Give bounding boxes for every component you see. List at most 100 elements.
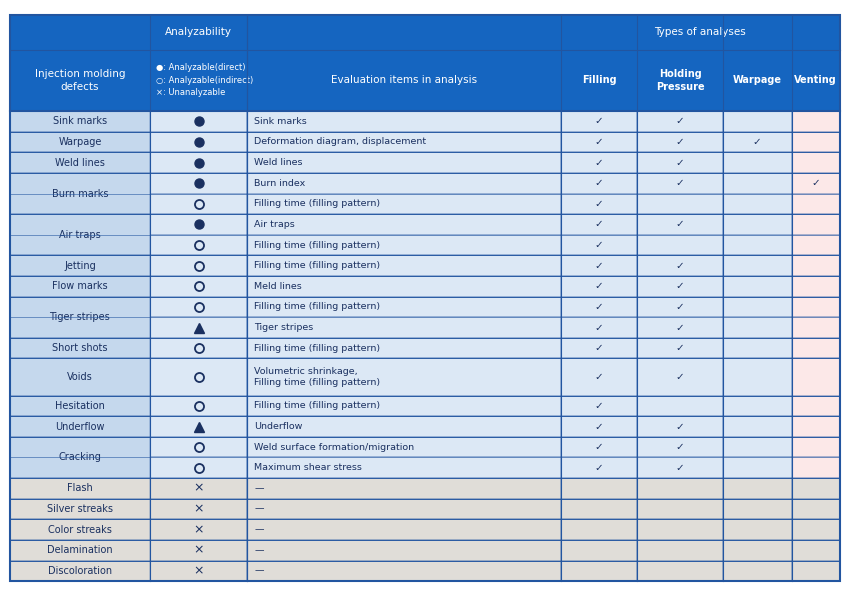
Bar xyxy=(150,194,247,214)
Bar xyxy=(722,194,791,214)
Bar xyxy=(561,235,638,255)
Bar xyxy=(791,359,840,395)
Bar xyxy=(722,499,791,519)
Bar xyxy=(791,395,840,416)
Text: ✓: ✓ xyxy=(676,442,684,452)
Bar xyxy=(722,560,791,581)
Bar xyxy=(791,235,840,255)
Text: ✓: ✓ xyxy=(676,158,684,168)
Bar xyxy=(150,132,247,152)
Bar xyxy=(561,317,638,338)
Text: Filling time (filling pattern): Filling time (filling pattern) xyxy=(254,343,381,353)
Bar xyxy=(10,519,150,540)
Bar xyxy=(638,152,722,173)
Bar xyxy=(791,276,840,297)
Bar xyxy=(638,132,722,152)
Bar xyxy=(247,519,561,540)
Bar xyxy=(247,395,561,416)
Text: ✓: ✓ xyxy=(595,116,604,126)
Bar xyxy=(10,15,840,50)
Bar xyxy=(722,297,791,317)
Bar xyxy=(638,457,722,478)
Bar xyxy=(247,499,561,519)
Bar xyxy=(638,235,722,255)
Bar xyxy=(638,359,722,395)
Bar xyxy=(247,540,561,560)
Bar xyxy=(10,478,150,499)
Bar xyxy=(791,519,840,540)
Bar xyxy=(561,359,638,395)
Bar xyxy=(791,338,840,359)
Bar xyxy=(150,276,247,297)
Text: Warpage: Warpage xyxy=(733,76,782,86)
Bar xyxy=(791,173,840,194)
Bar xyxy=(10,152,150,173)
Text: Sink marks: Sink marks xyxy=(53,116,107,126)
Bar xyxy=(10,540,150,560)
Bar xyxy=(561,111,638,132)
Bar xyxy=(722,235,791,255)
Text: Filling time (filling pattern): Filling time (filling pattern) xyxy=(254,401,381,411)
Bar xyxy=(561,132,638,152)
Bar xyxy=(722,416,791,437)
Bar xyxy=(791,499,840,519)
Bar xyxy=(150,416,247,437)
Bar xyxy=(638,276,722,297)
Text: ✓: ✓ xyxy=(676,302,684,312)
Bar xyxy=(10,499,150,519)
Bar xyxy=(722,540,791,560)
Text: ✓: ✓ xyxy=(676,281,684,291)
Text: ×: × xyxy=(193,544,204,557)
Text: Air traps: Air traps xyxy=(59,230,101,240)
Bar xyxy=(247,416,561,437)
Text: Weld surface formation/migration: Weld surface formation/migration xyxy=(254,442,415,451)
Text: ✓: ✓ xyxy=(676,137,684,147)
Bar xyxy=(791,111,840,132)
Bar xyxy=(561,276,638,297)
Text: Venting: Venting xyxy=(795,76,837,86)
Bar xyxy=(561,499,638,519)
Bar xyxy=(791,214,840,235)
Text: Short shots: Short shots xyxy=(52,343,108,353)
Bar xyxy=(638,499,722,519)
Text: Deformation diagram, displacement: Deformation diagram, displacement xyxy=(254,137,427,146)
Bar xyxy=(722,359,791,395)
Bar xyxy=(247,478,561,499)
Text: Burn index: Burn index xyxy=(254,179,305,188)
Bar xyxy=(247,214,561,235)
Text: ✓: ✓ xyxy=(595,178,604,188)
Bar xyxy=(10,560,150,581)
Bar xyxy=(247,437,561,457)
Text: ×: × xyxy=(193,523,204,536)
Text: Burn marks: Burn marks xyxy=(52,189,108,198)
Bar xyxy=(150,540,247,560)
Text: ✓: ✓ xyxy=(676,343,684,353)
Text: Delamination: Delamination xyxy=(47,545,113,555)
Text: ✓: ✓ xyxy=(595,137,604,147)
Bar xyxy=(561,519,638,540)
Bar xyxy=(10,255,150,276)
Bar xyxy=(638,437,722,457)
Text: ✓: ✓ xyxy=(595,240,604,250)
Text: ✓: ✓ xyxy=(595,463,604,473)
Text: Flow marks: Flow marks xyxy=(52,281,108,291)
Bar xyxy=(10,416,150,437)
Text: Filling: Filling xyxy=(582,76,616,86)
Text: Holding
Pressure: Holding Pressure xyxy=(656,69,705,91)
Bar xyxy=(722,395,791,416)
Bar xyxy=(150,317,247,338)
Bar xyxy=(10,276,150,297)
Bar xyxy=(150,15,247,50)
Bar xyxy=(561,540,638,560)
Text: Air traps: Air traps xyxy=(254,220,295,229)
Text: Filling time (filling pattern): Filling time (filling pattern) xyxy=(254,261,381,270)
Text: ✓: ✓ xyxy=(676,261,684,271)
Bar xyxy=(561,338,638,359)
Text: Voids: Voids xyxy=(67,372,93,382)
Bar xyxy=(10,111,150,132)
Bar xyxy=(722,255,791,276)
Bar xyxy=(150,338,247,359)
Text: Underflow: Underflow xyxy=(254,422,303,431)
Bar xyxy=(561,297,638,317)
Bar xyxy=(247,317,561,338)
